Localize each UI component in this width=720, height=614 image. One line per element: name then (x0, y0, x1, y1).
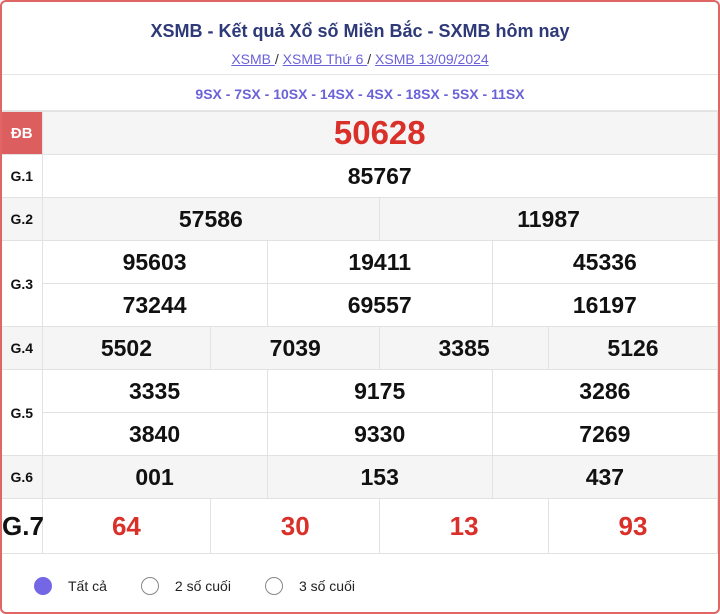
prize-row-g5: G.5 3335 9175 3286 (2, 369, 718, 456)
radio-selected-icon[interactable] (34, 577, 52, 595)
prize-number: 11987 (379, 197, 718, 241)
prize-number: 69557 (266, 283, 493, 327)
prize-number: 95603 (41, 240, 268, 284)
draw-codes: 9SX - 7SX - 10SX - 14SX - 4SX - 18SX - 5… (2, 75, 718, 111)
prize-number: 45336 (491, 240, 718, 284)
prize-number: 9330 (266, 412, 493, 456)
prize-number: 19411 (266, 240, 493, 284)
prize-number: 3286 (491, 369, 718, 413)
filter-last-2[interactable]: 2 số cuối (140, 577, 231, 595)
prize-row-g2: G.2 57586 11987 (2, 197, 718, 241)
prize-number: 5502 (41, 326, 212, 370)
results-table: ĐB 50628 G.1 85767 G.2 57586 11987 G.3 9… (2, 111, 718, 554)
breadcrumb-separator: / (274, 51, 279, 67)
prize-number: 7269 (491, 412, 718, 456)
prize-number: 85767 (41, 154, 718, 198)
prize-row-g1: G.1 85767 (2, 154, 718, 198)
prize-row-g3: 73244 69557 16197 (2, 283, 718, 327)
prize-number: 153 (266, 455, 493, 499)
prize-row-g4: G.4 5502 7039 3385 5126 (2, 326, 718, 370)
prize-number: 73244 (41, 283, 268, 327)
prize-label: G.1 (2, 154, 43, 198)
filter-all[interactable]: Tất cả (34, 577, 107, 595)
prize-label: G.2 (2, 197, 43, 241)
prize-number: 3840 (41, 412, 268, 456)
prize-number: 13 (379, 498, 550, 554)
filter-last-3[interactable]: 3 số cuối (264, 577, 355, 595)
prize-number: 64 (41, 498, 212, 554)
prize-number: 9175 (266, 369, 493, 413)
radio-icon[interactable] (140, 577, 159, 595)
prize-row-g5: 3840 9330 7269 (2, 412, 718, 456)
filter-label: 3 số cuối (298, 578, 355, 594)
prize-row-g3: G.3 95603 19411 45336 (2, 240, 718, 327)
prize-number: 30 (210, 498, 381, 554)
breadcrumb-xsmb[interactable]: XSMB (231, 51, 275, 67)
prize-label: G.3 (2, 240, 43, 327)
prize-label: G.4 (2, 326, 43, 370)
prize-number: 3385 (379, 326, 550, 370)
page-title: XSMB - Kết quả Xổ số Miền Bắc - SXMB hôm… (150, 21, 570, 41)
prize-number: 001 (41, 455, 268, 499)
digit-filter: Tất cả 2 số cuối 3 số cuối (2, 554, 718, 612)
breadcrumb-separator: / (367, 51, 372, 67)
prize-number: 7039 (210, 326, 381, 370)
prize-label: G.5 (2, 369, 43, 456)
prize-row-db: ĐB 50628 (2, 111, 718, 155)
prize-number: 93 (548, 498, 718, 554)
prize-number: 3335 (41, 369, 268, 413)
prize-number: 16197 (491, 283, 718, 327)
prize-label: G.6 (2, 455, 43, 499)
prize-number: 57586 (41, 197, 381, 241)
prize-label: ĐB (2, 111, 43, 155)
prize-number: 437 (491, 455, 718, 499)
prize-row-g6: G.6 001 153 437 (2, 455, 718, 499)
breadcrumb-xsmb-date[interactable]: XSMB 13/09/2024 (375, 51, 489, 67)
prize-row-g7: G.7 64 30 13 93 (2, 498, 718, 554)
filter-label: 2 số cuối (174, 578, 231, 594)
prize-number: 5126 (548, 326, 718, 370)
filter-label: Tất cả (68, 578, 107, 594)
breadcrumb: XSMB / XSMB Thứ 6 / XSMB 13/09/2024 (2, 51, 718, 67)
radio-icon[interactable] (264, 577, 283, 595)
prize-number: 50628 (41, 111, 718, 155)
prize-label: G.7 (2, 498, 44, 554)
header: XSMB - Kết quả Xổ số Miền Bắc - SXMB hôm… (2, 2, 718, 75)
breadcrumb-xsmb-thu-6[interactable]: XSMB Thứ 6 (282, 51, 368, 67)
